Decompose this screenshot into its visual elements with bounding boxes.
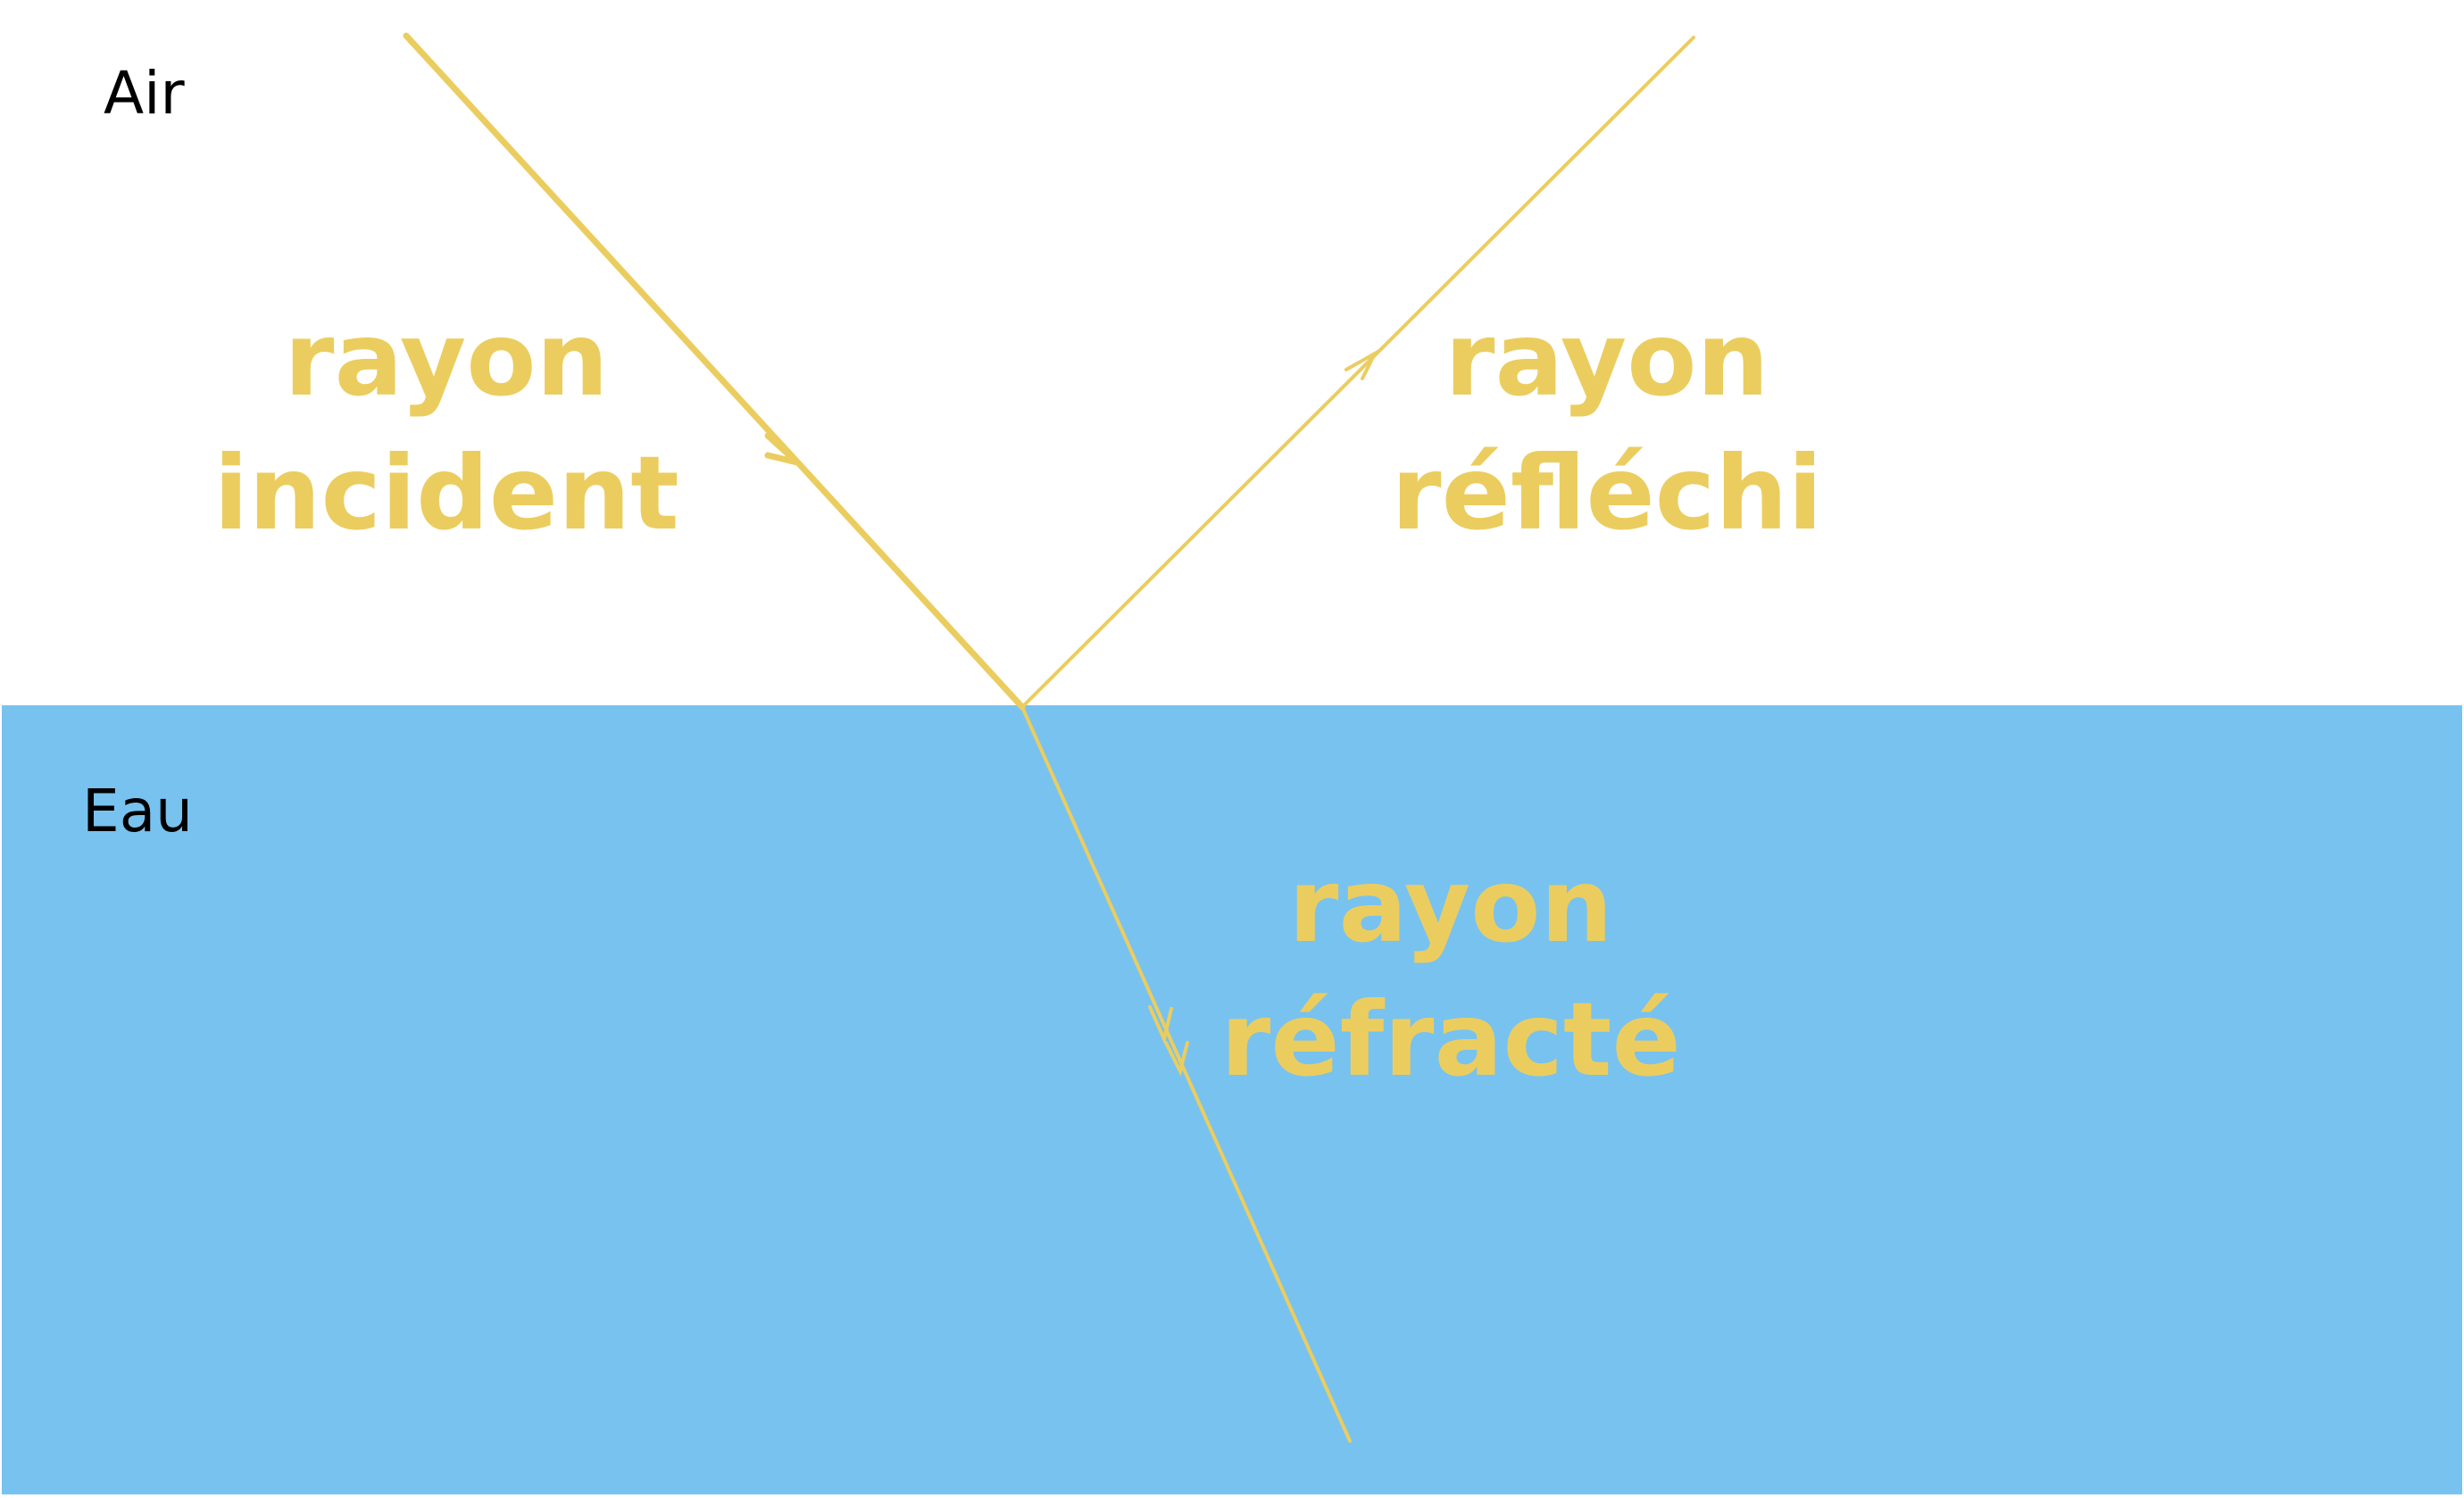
refracted-label-line1: rayon bbox=[1288, 846, 1613, 965]
water-label: Eau bbox=[82, 777, 193, 845]
reflected-arrowhead bbox=[1344, 349, 1379, 380]
incident-arrowhead bbox=[764, 432, 800, 466]
water-region bbox=[2, 705, 2462, 1494]
refracted-arrowhead-2 bbox=[1164, 1041, 1189, 1077]
refracted-ray bbox=[1020, 705, 1352, 1443]
refracted-ray-label: rayon réfracté bbox=[1183, 839, 1719, 1107]
incident-label-line1: rayon bbox=[284, 300, 609, 419]
refracted-label-line2: réfracté bbox=[1220, 980, 1681, 1099]
refracted-arrowhead-1 bbox=[1148, 1005, 1173, 1045]
reflected-label-line1: rayon bbox=[1444, 300, 1769, 419]
reflected-ray bbox=[1020, 36, 1695, 709]
air-label: Air bbox=[104, 59, 185, 128]
reflected-ray-label: rayon réfléchi bbox=[1339, 293, 1875, 561]
incident-label-line2: incident bbox=[213, 434, 679, 553]
incident-ray bbox=[403, 32, 1026, 711]
incident-ray-label: rayon incident bbox=[179, 293, 714, 561]
reflected-label-line2: réfléchi bbox=[1391, 434, 1823, 553]
